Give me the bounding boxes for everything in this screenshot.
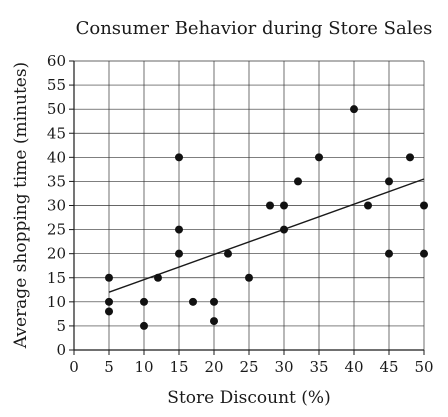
x-tick-label: 20	[204, 358, 223, 376]
y-axis-ticks: 0 5 10 15 20 25 30 35 40 45 50 55 60	[47, 52, 74, 359]
x-tick-label: 25	[239, 358, 258, 376]
data-point	[294, 177, 302, 186]
data-point	[140, 321, 148, 330]
trend-line	[108, 178, 425, 293]
y-tick-label: 10	[47, 293, 66, 311]
y-tick-label: 5	[56, 317, 66, 335]
y-tick-label: 50	[47, 100, 66, 118]
data-point	[280, 225, 288, 234]
y-tick-label: 30	[47, 197, 66, 215]
data-point	[105, 307, 113, 316]
data-points	[105, 105, 428, 330]
x-axis-ticks: 0 5 10 15 20 25 30 35 40 45 50	[69, 350, 434, 376]
x-tick-label: 0	[69, 358, 79, 376]
y-tick-label: 55	[47, 76, 66, 94]
y-tick-label: 20	[47, 245, 66, 263]
y-tick-label: 25	[47, 221, 66, 239]
x-tick-label: 5	[104, 358, 114, 376]
data-point	[245, 273, 253, 282]
x-tick-label: 50	[414, 358, 433, 376]
data-point	[210, 297, 218, 306]
data-point	[280, 201, 288, 210]
data-point	[105, 273, 113, 282]
data-point	[189, 297, 197, 306]
data-point	[154, 273, 162, 282]
y-tick-label: 0	[56, 341, 66, 359]
x-tick-label: 40	[344, 358, 363, 376]
data-point	[385, 177, 393, 186]
data-point	[224, 249, 232, 258]
data-point	[420, 201, 428, 210]
x-tick-label: 35	[309, 358, 328, 376]
data-point	[266, 201, 274, 210]
data-point	[210, 317, 218, 326]
chart-title: Consumer Behavior during Store Sales	[76, 18, 433, 39]
data-point	[406, 153, 414, 162]
data-point	[350, 105, 358, 114]
y-tick-label: 45	[47, 124, 66, 142]
y-tick-label: 40	[47, 148, 66, 166]
y-tick-label: 35	[47, 172, 66, 190]
data-point	[175, 249, 183, 258]
data-point	[315, 153, 323, 162]
data-point	[364, 201, 372, 210]
data-point	[175, 153, 183, 162]
x-axis-label: Store Discount (%)	[167, 388, 330, 408]
data-point	[175, 225, 183, 234]
y-tick-label: 15	[47, 269, 66, 287]
x-tick-label: 10	[134, 358, 153, 376]
data-point	[140, 297, 148, 306]
x-tick-label: 45	[379, 358, 398, 376]
data-point	[420, 249, 428, 258]
data-point	[105, 297, 113, 306]
x-tick-label: 15	[169, 358, 188, 376]
y-axis-label: Average shopping time (minutes)	[11, 62, 31, 349]
x-tick-label: 30	[274, 358, 293, 376]
trend-line-group	[108, 178, 425, 293]
data-point	[385, 249, 393, 258]
y-tick-label: 60	[47, 52, 66, 70]
